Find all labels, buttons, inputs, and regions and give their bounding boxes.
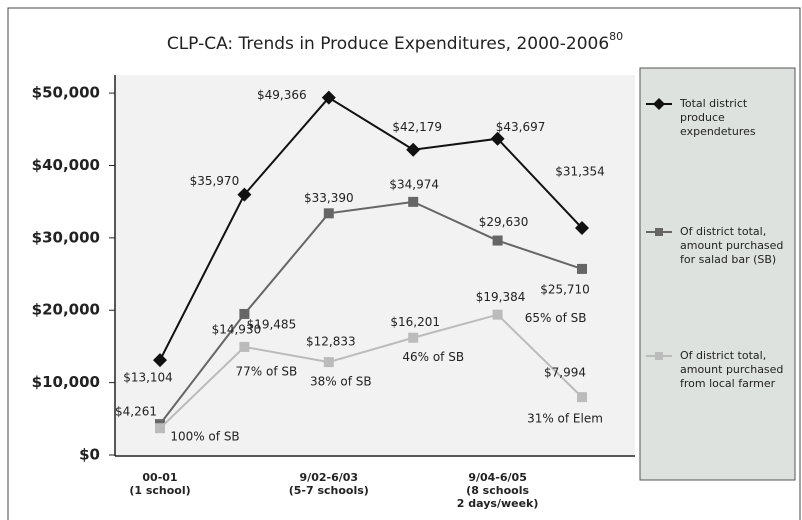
data-label: $43,697 (496, 120, 546, 134)
marker (577, 263, 587, 274)
data-label: $4,261 (115, 405, 157, 419)
x-tick-line: (8 schools (466, 484, 529, 497)
y-tick-label: $10,000 (32, 373, 100, 391)
data-label: $33,390 (304, 191, 354, 205)
y-tick-label: $20,000 (32, 301, 100, 319)
marker (321, 90, 336, 105)
x-tick-line: 2 days/week) (457, 497, 539, 510)
marker (408, 196, 419, 207)
annotation: 65% of SB (525, 311, 587, 325)
x-tick-label: 00-01 (1 school) (129, 471, 190, 497)
x-tick-line: (5-7 schools) (289, 484, 369, 497)
data-label: $31,354 (555, 165, 605, 179)
title-superscript: 80 (609, 30, 623, 43)
y-tick-label: $0 (79, 446, 100, 464)
data-label: $25,710 (540, 282, 590, 296)
legend-label: Of district total, amount purchased from… (680, 349, 784, 390)
x-tick-line: (1 school) (129, 484, 190, 497)
marker (408, 332, 419, 343)
x-tick-label: 9/04-6/05 (8 schools 2 days/week) (457, 471, 539, 510)
legend-label: Of district total, amount purchased for … (680, 225, 784, 266)
legend-marker (653, 98, 665, 110)
marker (239, 308, 250, 319)
marker (155, 423, 165, 434)
marker (323, 357, 334, 368)
series-line (159, 200, 583, 425)
legend-marker (655, 228, 663, 236)
marker (492, 235, 503, 246)
y-tick-label: $50,000 (32, 84, 100, 102)
marker (237, 187, 252, 202)
chart-title: CLP-CA: Trends in Produce Expenditures, … (167, 30, 623, 54)
data-label: $12,833 (306, 335, 356, 349)
y-tick-label: $40,000 (32, 156, 100, 174)
annotation: 100% of SB (170, 430, 239, 444)
data-label: $19,384 (476, 290, 526, 304)
annotation: 46% of SB (402, 350, 464, 364)
data-label: $14,930 (212, 322, 262, 336)
data-label: $49,366 (257, 88, 307, 102)
marker (575, 221, 589, 236)
x-tick-label: 9/02-6/03 (5-7 schools) (289, 471, 369, 497)
data-label: $29,630 (479, 215, 529, 229)
marker (153, 353, 167, 368)
marker (406, 142, 421, 157)
marker (323, 208, 334, 219)
title-text: CLP-CA: Trends in Produce Expenditures, … (167, 34, 609, 54)
y-tick-label: $30,000 (32, 228, 100, 246)
data-label: $35,970 (190, 174, 240, 188)
series-line (159, 96, 583, 361)
data-label: $16,201 (390, 315, 440, 329)
data-label: $7,994 (544, 366, 586, 380)
x-tick-line: 9/04-6/05 (468, 471, 527, 484)
data-label: $13,104 (123, 371, 173, 385)
data-label: $42,179 (392, 120, 442, 134)
series-line (159, 313, 583, 429)
annotation: 77% of SB (236, 364, 298, 378)
legend-label: Total district produce expendetures (680, 97, 756, 138)
annotation: 31% of Elem (527, 412, 603, 426)
marker (492, 309, 503, 320)
data-label: $34,974 (389, 177, 439, 191)
legend-marker (655, 352, 663, 360)
annotation: 38% of SB (310, 375, 372, 389)
data-label: $19,485 (247, 317, 297, 331)
marker (577, 392, 587, 403)
legend-box (639, 67, 796, 481)
plot-area (115, 75, 635, 455)
x-tick-line: 9/02-6/03 (300, 471, 359, 484)
x-tick-line: 00-01 (142, 471, 177, 484)
marker (490, 131, 505, 146)
marker (239, 341, 250, 352)
